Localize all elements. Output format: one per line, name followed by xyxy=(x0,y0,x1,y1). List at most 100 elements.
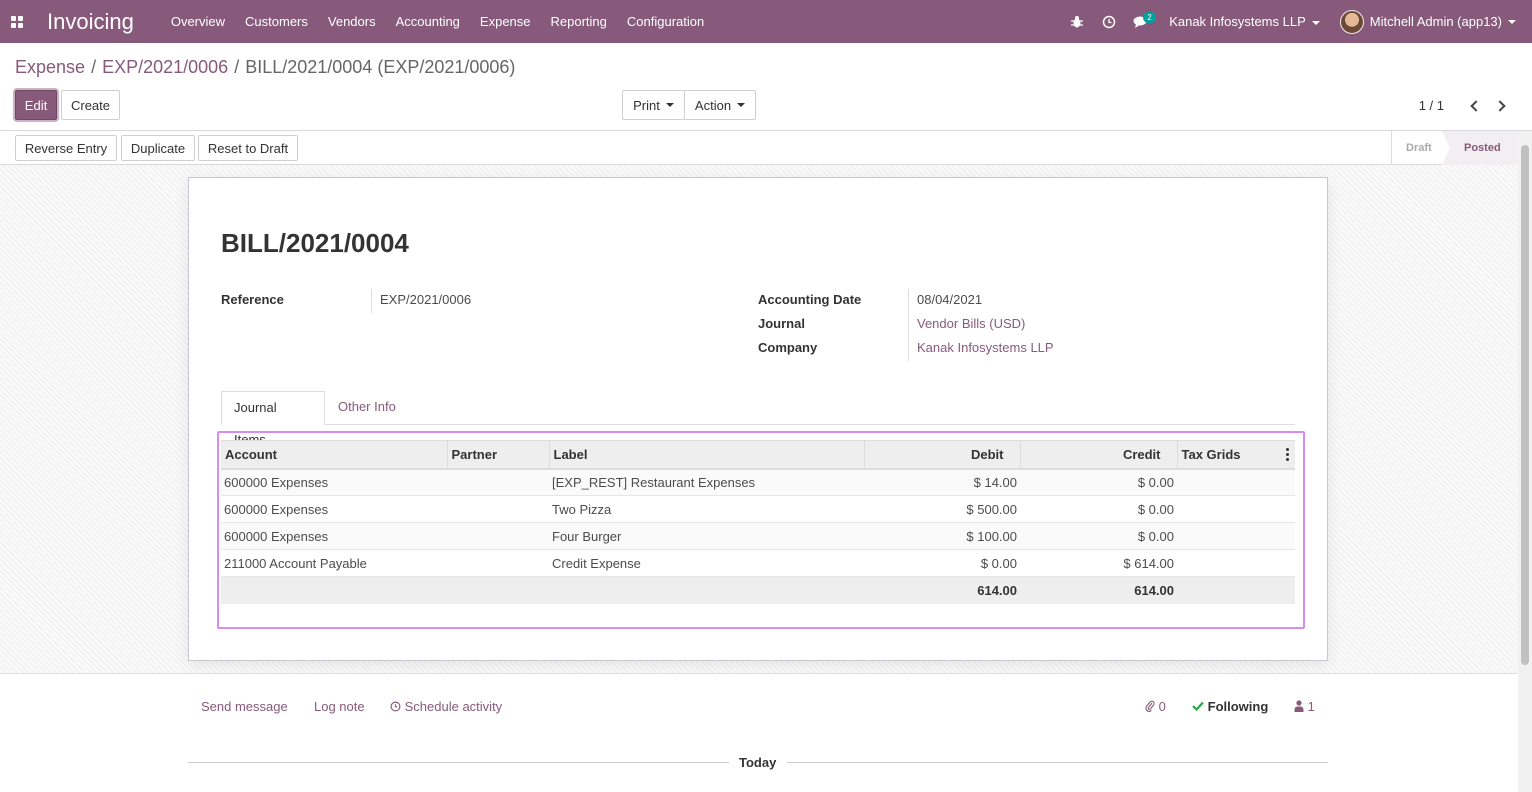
column-header-credit[interactable]: Credit xyxy=(1020,440,1178,470)
company-label: Company xyxy=(758,340,818,355)
control-panel: Expense / EXP/2021/0006/BILL/2021/0004 (EX… xyxy=(0,43,1532,131)
menu-accounting[interactable]: Accounting xyxy=(395,14,460,29)
status-step-draft: Draft xyxy=(1406,142,1432,154)
user-menu[interactable]: Mitchell Admin (app13) xyxy=(1339,9,1516,34)
total-debit: 614.00 xyxy=(864,576,1020,604)
cell-credit: $ 0.00 xyxy=(1020,468,1177,496)
date-separator-today: Today xyxy=(739,755,777,770)
chevron-down-icon xyxy=(737,103,746,107)
print-label: Print xyxy=(633,97,660,113)
menu-vendors[interactable]: Vendors xyxy=(327,14,376,29)
company-name: Kanak Infosystems LLP xyxy=(1169,14,1306,29)
clock-icon xyxy=(390,701,401,712)
duplicate-button[interactable]: Duplicate xyxy=(121,135,195,161)
optional-columns-icon[interactable] xyxy=(1286,447,1289,461)
field-divider xyxy=(371,289,372,313)
column-header-label[interactable]: Label xyxy=(549,440,865,470)
date-divider-right xyxy=(787,762,1328,763)
menu-expense[interactable]: Expense xyxy=(479,14,531,29)
company-switcher[interactable]: Kanak Infosystems LLP xyxy=(1169,14,1320,29)
table-row[interactable]: 600000 Expenses [EXP_REST] Restaurant Ex… xyxy=(221,468,1295,496)
tab-journal-items[interactable]: Journal Items xyxy=(221,391,325,447)
send-message-button[interactable]: Send message xyxy=(201,699,288,714)
avatar xyxy=(1339,9,1364,34)
paperclip-icon xyxy=(1145,700,1155,712)
cell-label: Credit Expense xyxy=(549,549,864,577)
journal-link[interactable]: Vendor Bills (USD) xyxy=(917,316,1026,331)
user-name: Mitchell Admin (app13) xyxy=(1369,14,1502,29)
attachments-button[interactable]: 0 xyxy=(1145,699,1166,714)
tax-grids-label: Tax Grids xyxy=(1181,446,1241,462)
tab-other-info[interactable]: Other Info xyxy=(338,399,396,414)
breadcrumb-separator: / xyxy=(91,57,97,77)
cell-tax-grids xyxy=(1177,522,1295,550)
company-link[interactable]: Kanak Infosystems LLP xyxy=(917,340,1054,355)
cell-account: 600000 Expenses xyxy=(221,522,447,550)
edit-button[interactable]: Edit xyxy=(15,90,57,120)
cell-debit: $ 100.00 xyxy=(864,522,1020,550)
bug-icon[interactable] xyxy=(1061,0,1093,43)
cell-credit: $ 614.00 xyxy=(1020,549,1177,577)
scrollbar[interactable] xyxy=(1518,131,1532,792)
action-label: Action xyxy=(694,97,732,113)
column-header-tax-grids[interactable]: Tax Grids xyxy=(1177,440,1295,470)
menu-overview[interactable]: Overview xyxy=(170,14,226,29)
table-row[interactable]: 600000 Expenses Two Pizza $ 500.00 $ 0.0… xyxy=(221,495,1295,523)
pager-next-icon[interactable] xyxy=(1492,96,1512,116)
action-dropdown[interactable]: Action xyxy=(684,90,756,120)
menu-configuration[interactable]: Configuration xyxy=(626,14,705,29)
cell-partner xyxy=(447,495,549,523)
reverse-entry-button[interactable]: Reverse Entry xyxy=(15,135,117,161)
chevron-down-icon xyxy=(1508,19,1516,24)
check-icon xyxy=(1192,701,1204,712)
journal-label: Journal xyxy=(758,316,805,331)
breadcrumb-expense-sheet[interactable]: EXP/2021/0006 xyxy=(102,57,229,77)
status-steps: Draft Posted xyxy=(1391,131,1518,165)
messages-icon[interactable]: 2 xyxy=(1125,0,1157,43)
column-header-account[interactable]: Account xyxy=(221,440,448,470)
pager-value[interactable]: 1 / 1 xyxy=(1418,98,1444,113)
breadcrumb-current: BILL/2021/0004 (EXP/2021/0006) xyxy=(245,57,516,77)
messages-badge: 2 xyxy=(1143,12,1156,23)
print-dropdown[interactable]: Print xyxy=(622,90,685,120)
table-highlight-frame xyxy=(217,431,1305,629)
menu-customers[interactable]: Customers xyxy=(245,14,308,29)
create-button[interactable]: Create xyxy=(61,90,120,120)
cell-debit: $ 14.00 xyxy=(864,468,1020,496)
column-header-debit[interactable]: Debit xyxy=(864,440,1021,470)
table-row[interactable]: 211000 Account Payable Credit Expense $ … xyxy=(221,549,1295,577)
menu-reporting[interactable]: Reporting xyxy=(550,14,607,29)
cell-partner xyxy=(447,549,549,577)
cell-account: 211000 Account Payable xyxy=(221,549,447,577)
form-sheet: BILL/2021/0004 Reference EXP/2021/0006 A… xyxy=(188,177,1328,661)
apps-menu-icon[interactable] xyxy=(2,0,32,43)
attachments-count: 0 xyxy=(1158,699,1166,714)
clock-icon[interactable] xyxy=(1093,0,1125,43)
log-note-button[interactable]: Log note xyxy=(314,699,365,714)
column-header-partner[interactable]: Partner xyxy=(447,440,550,470)
reset-to-draft-button[interactable]: Reset to Draft xyxy=(198,135,298,161)
cell-account: 600000 Expenses xyxy=(221,495,447,523)
pager-previous-icon[interactable] xyxy=(1464,96,1484,116)
reference-value: EXP/2021/0006 xyxy=(380,292,472,307)
schedule-activity-button[interactable]: Schedule activity xyxy=(390,699,502,714)
following-button[interactable]: Following xyxy=(1192,699,1268,714)
followers-button[interactable]: 1 xyxy=(1294,699,1315,714)
cell-account: 600000 Expenses xyxy=(221,468,447,496)
status-bar: Reverse Entry Duplicate Reset to Draft D… xyxy=(0,131,1518,165)
breadcrumb: Expense / EXP/2021/0006/BILL/2021/0004 (EX… xyxy=(15,57,515,78)
app-name[interactable]: Invoicing xyxy=(47,8,134,34)
cell-label: [EXP_REST] Restaurant Expenses xyxy=(549,468,864,496)
table-row[interactable]: 600000 Expenses Four Burger $ 100.00 $ 0… xyxy=(221,522,1295,550)
cell-tax-grids xyxy=(1177,549,1295,577)
breadcrumb-expense[interactable]: Expense xyxy=(15,57,86,77)
notebook-tabs: Journal Items Other Info xyxy=(221,391,1295,447)
following-label: Following xyxy=(1207,699,1269,714)
schedule-activity-label: Schedule activity xyxy=(404,699,503,714)
cell-label: Four Burger xyxy=(549,522,864,550)
cell-tax-grids xyxy=(1177,495,1295,523)
field-divider xyxy=(908,289,909,361)
document-title: BILL/2021/0004 xyxy=(221,228,409,258)
scrollbar-thumb[interactable] xyxy=(1521,145,1529,665)
cell-credit: $ 0.00 xyxy=(1020,495,1177,523)
